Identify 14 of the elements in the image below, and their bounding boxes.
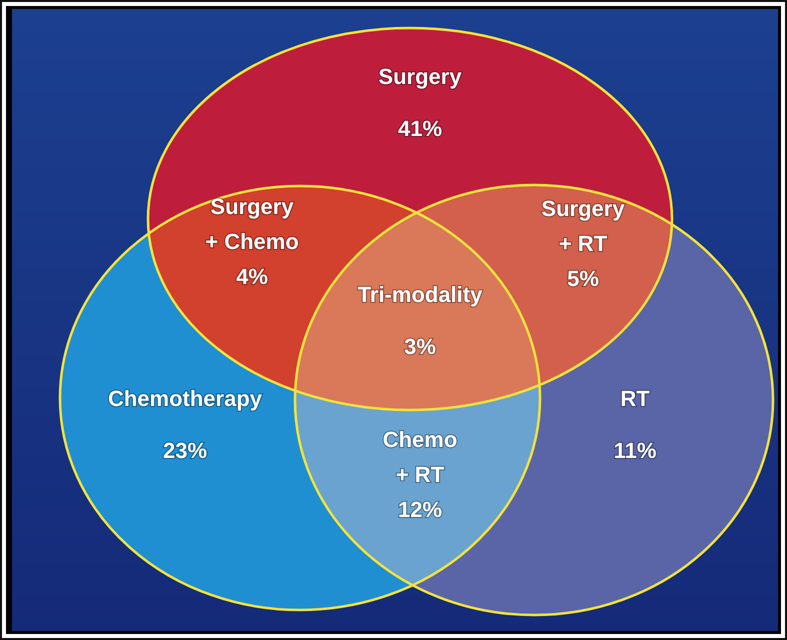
data-label: 11%	[614, 438, 656, 463]
category-label: Chemotherapy	[108, 386, 263, 411]
data-label: 41%	[398, 116, 442, 141]
category-label: Surgery + RT	[541, 196, 626, 256]
category-label: RT	[620, 386, 650, 411]
category-label: Surgery	[378, 64, 462, 89]
category-label: Chemo + RT	[382, 427, 458, 487]
data-label: 4%	[236, 264, 268, 289]
data-label: 12%	[398, 497, 442, 522]
data-label: 23%	[162, 438, 208, 463]
data-label: 5%	[567, 266, 599, 291]
data-label: 3%	[404, 334, 436, 359]
category-label: Tri-modality	[358, 282, 484, 307]
category-label: Surgery + Chemo	[205, 194, 299, 254]
